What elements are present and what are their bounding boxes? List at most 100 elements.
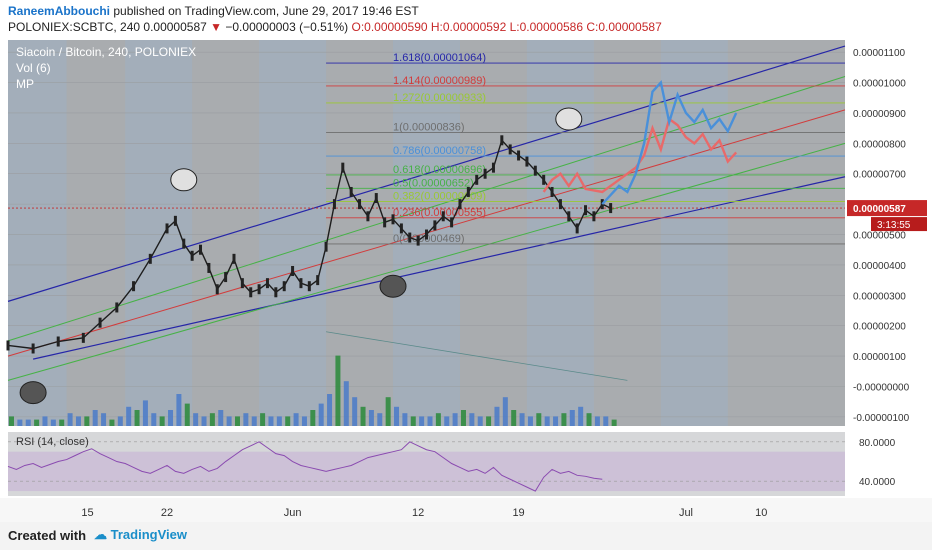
y-tick-label: 0.00000400 bbox=[853, 261, 906, 272]
candle-mark bbox=[349, 186, 353, 197]
y-tick-label: 0.00000300 bbox=[853, 291, 906, 302]
candle-mark bbox=[374, 193, 378, 204]
published-text: published on TradingView.com, June 29, 2… bbox=[113, 4, 419, 18]
volume-bar bbox=[142, 400, 148, 426]
volume-bar bbox=[75, 416, 81, 426]
volume-bar bbox=[327, 394, 333, 426]
candle-mark bbox=[190, 250, 194, 261]
x-tick-label: 10 bbox=[755, 507, 767, 519]
candle-mark bbox=[558, 199, 562, 210]
annotation-circle bbox=[555, 107, 583, 131]
chart-area[interactable]: 0.00001100 0.00001000 0.00000900 0.00000800… bbox=[0, 36, 932, 522]
volume-bar bbox=[184, 403, 190, 426]
candle-mark bbox=[358, 199, 362, 210]
volume-bar bbox=[176, 394, 182, 426]
volume-bar bbox=[594, 416, 600, 426]
volume-bar bbox=[419, 416, 425, 426]
candle-mark bbox=[56, 336, 60, 347]
legend-mp: MP bbox=[16, 77, 34, 91]
candle-mark bbox=[450, 217, 454, 228]
volume-bar bbox=[134, 410, 140, 426]
channel-green-lower-line bbox=[7, 142, 846, 381]
candle-mark bbox=[316, 275, 320, 286]
change-value: −0.00000003 (−0.51%) bbox=[225, 20, 349, 34]
candle-mark bbox=[307, 281, 311, 292]
candle-mark bbox=[341, 162, 345, 173]
session-band bbox=[259, 40, 327, 426]
candle-mark bbox=[391, 214, 395, 225]
volume-bar bbox=[511, 410, 517, 426]
candle-mark bbox=[240, 278, 244, 289]
volume-bar bbox=[117, 416, 123, 426]
brand-name: TradingView bbox=[110, 527, 187, 542]
price-chart[interactable]: 0.00001100 0.00001000 0.00000900 0.00000800… bbox=[0, 36, 932, 522]
candle-mark bbox=[257, 284, 261, 295]
ohlc-values: O:0.00000590 H:0.00000592 L:0.00000586 C… bbox=[351, 20, 662, 34]
candle-mark bbox=[542, 174, 546, 185]
volume-bar bbox=[368, 410, 374, 426]
countdown-badge-text: 3:13:55 bbox=[877, 220, 911, 231]
projection-red-line bbox=[542, 117, 738, 194]
candle-mark bbox=[550, 186, 554, 197]
fib-level-label: 0(0.00000469) bbox=[393, 233, 465, 245]
candle-mark bbox=[366, 211, 370, 222]
volume-bar bbox=[310, 410, 316, 426]
volume-bar bbox=[25, 419, 31, 426]
volume-bar bbox=[477, 416, 483, 426]
candle-mark bbox=[199, 244, 203, 255]
candle-mark bbox=[232, 253, 236, 264]
y-tick-label: 0.00000500 bbox=[853, 231, 906, 242]
volume-bar bbox=[218, 410, 224, 426]
volume-bar bbox=[527, 416, 533, 426]
volume-bar bbox=[17, 419, 23, 426]
candle-mark bbox=[441, 211, 445, 222]
candle-mark bbox=[224, 272, 228, 283]
candle-mark bbox=[249, 287, 253, 298]
fib-level-label: 0.786(0.00000758) bbox=[393, 145, 486, 157]
candle-mark bbox=[491, 162, 495, 173]
candle-mark bbox=[466, 186, 470, 197]
fib-level-label: 1.618(0.00001064) bbox=[393, 52, 486, 64]
volume-bar bbox=[126, 406, 132, 426]
volume-bar bbox=[578, 406, 584, 426]
volume-bar bbox=[293, 413, 299, 426]
author-link[interactable]: RaneemAbbouchi bbox=[8, 4, 111, 18]
volume-bar bbox=[611, 419, 617, 426]
candle-mark bbox=[165, 223, 169, 234]
volume-bar bbox=[352, 397, 358, 426]
candle-mark bbox=[173, 215, 177, 226]
candle-mark bbox=[207, 262, 211, 273]
volume-bar bbox=[536, 413, 542, 426]
volume-bar bbox=[226, 416, 232, 426]
tradingview-logo-icon[interactable]: ☁ TradingView bbox=[94, 527, 187, 542]
y-tick-label: -0.00000000 bbox=[853, 382, 910, 393]
y-tick-label: 0.00001000 bbox=[853, 79, 906, 90]
trend-down-line bbox=[325, 331, 628, 381]
candle-mark bbox=[81, 332, 85, 343]
candle-mark bbox=[282, 281, 286, 292]
projection-blue-line bbox=[601, 80, 738, 205]
x-tick-label: Jun bbox=[284, 507, 302, 519]
volume-bar bbox=[168, 410, 174, 426]
candle-mark bbox=[31, 343, 35, 354]
channel-lower-line bbox=[32, 176, 846, 360]
volume-bar bbox=[486, 416, 492, 426]
candle-mark bbox=[265, 278, 269, 289]
volume-bar bbox=[452, 413, 458, 426]
candle-mark bbox=[525, 156, 529, 167]
rsi-legend: RSI (14, close) bbox=[16, 436, 89, 448]
x-tick-label: 22 bbox=[161, 507, 173, 519]
candle-mark bbox=[408, 232, 412, 243]
volume-bar bbox=[50, 419, 56, 426]
candle-mark bbox=[592, 211, 596, 222]
volume-bar bbox=[42, 416, 48, 426]
volume-bar bbox=[561, 413, 567, 426]
y-tick-label: 0.00000700 bbox=[853, 170, 906, 181]
y-tick-label: 0.00000100 bbox=[853, 352, 906, 363]
session-band bbox=[660, 40, 728, 426]
candle-mark bbox=[324, 241, 328, 252]
volume-bar bbox=[385, 397, 391, 426]
volume-bar bbox=[502, 397, 508, 426]
volume-bar bbox=[343, 381, 349, 426]
volume-bar bbox=[276, 416, 282, 426]
